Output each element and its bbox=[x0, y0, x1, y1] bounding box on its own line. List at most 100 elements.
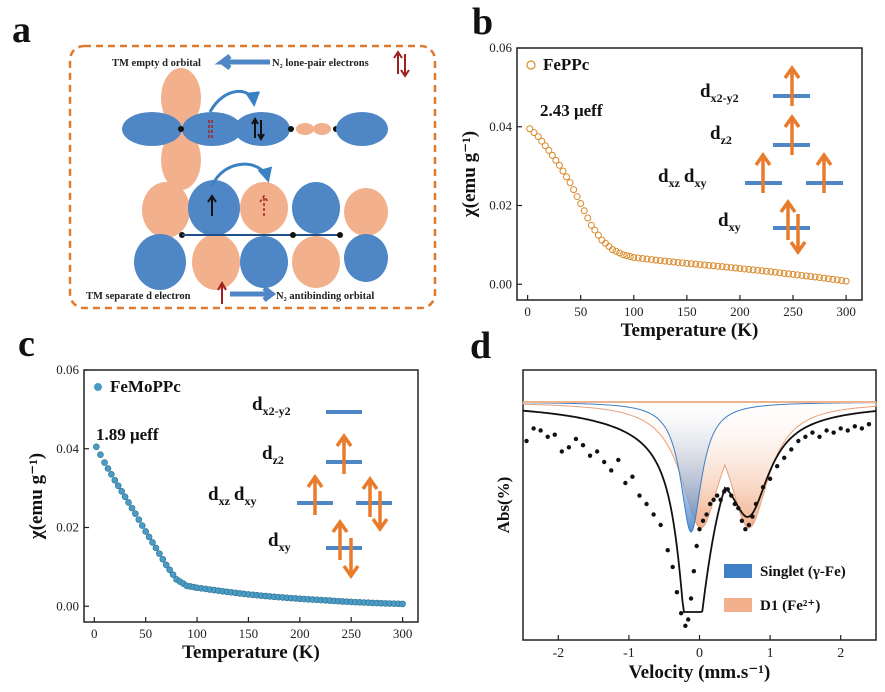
data-point bbox=[626, 253, 634, 261]
data-point bbox=[674, 590, 680, 595]
panel-d-letter: d bbox=[470, 325, 491, 367]
data-point bbox=[674, 258, 682, 266]
data-point bbox=[156, 550, 163, 557]
data-point bbox=[548, 151, 556, 159]
spin-down-icon bbox=[789, 214, 807, 256]
data-point bbox=[651, 512, 656, 517]
y-tick-label: 0.00 bbox=[56, 598, 79, 613]
data-point bbox=[838, 426, 843, 431]
panel-c-moment: 1.89 μeff bbox=[96, 425, 159, 444]
b-level-dxz-dxy-label: dxz dxy bbox=[658, 166, 706, 190]
data-point bbox=[637, 493, 642, 498]
data-point bbox=[162, 561, 170, 569]
x-tick-label: 150 bbox=[677, 304, 697, 319]
chart-d: -2 -1 0 1 2 Velocity (mm.s⁻¹) Abs(%) Singlet (γ… bbox=[494, 369, 877, 683]
data-point bbox=[859, 426, 865, 431]
data-point bbox=[820, 274, 828, 282]
x-tick-label: 1 bbox=[767, 646, 774, 661]
x-tick-label: 50 bbox=[139, 626, 152, 641]
data-point bbox=[691, 569, 697, 574]
x-tick-label: 0 bbox=[524, 304, 531, 319]
data-point bbox=[538, 137, 546, 145]
data-point bbox=[696, 261, 704, 269]
data-point bbox=[591, 226, 599, 234]
panel-b-letter: b bbox=[472, 1, 493, 43]
x-tick-label: 300 bbox=[393, 626, 413, 641]
data-point bbox=[531, 426, 536, 431]
spin-up-icon bbox=[783, 113, 801, 155]
panel-a-frame bbox=[68, 44, 437, 310]
data-point bbox=[623, 252, 631, 260]
data-point bbox=[780, 269, 788, 277]
legend-label: FePPc bbox=[543, 55, 590, 74]
spin-up-icon bbox=[815, 151, 833, 193]
y-tick-label: 0.06 bbox=[489, 40, 512, 55]
data-point bbox=[692, 260, 700, 268]
data-point bbox=[817, 434, 822, 439]
c-energy-levels: dx2-y2 dz2 dxz dxy dxy bbox=[208, 394, 392, 580]
data-point bbox=[587, 453, 593, 458]
data-point bbox=[829, 275, 837, 283]
data-point bbox=[852, 424, 858, 429]
data-point bbox=[711, 497, 716, 502]
data-point bbox=[760, 485, 766, 490]
data-point bbox=[619, 251, 627, 259]
data-point bbox=[697, 527, 702, 532]
data-point bbox=[833, 276, 841, 284]
data-point bbox=[125, 499, 132, 506]
data-point bbox=[135, 516, 143, 523]
data-point bbox=[594, 449, 600, 454]
data-point bbox=[722, 489, 727, 494]
arrow-left-icon bbox=[214, 54, 270, 70]
data-point bbox=[104, 465, 112, 472]
data-point bbox=[723, 263, 731, 271]
data-point bbox=[630, 253, 638, 261]
data-point bbox=[749, 266, 757, 274]
data-point bbox=[652, 256, 660, 264]
y-tick-label: 0.06 bbox=[56, 362, 79, 377]
data-point bbox=[701, 261, 709, 269]
data-point bbox=[142, 528, 149, 535]
y-axis-label: χ(emu g⁻¹) bbox=[26, 453, 47, 540]
panel-b: b 0 50 100 150 200 250 300 0.00 0.02 0.04 0.06 Temp… bbox=[459, 1, 863, 341]
data-point bbox=[166, 566, 173, 574]
data-point bbox=[845, 428, 850, 433]
data-point bbox=[169, 571, 177, 578]
c-level-dxy-bottom-label: dxy bbox=[268, 530, 291, 554]
data-point bbox=[670, 258, 678, 266]
data-point bbox=[573, 436, 579, 442]
data-point bbox=[630, 474, 635, 479]
data-point bbox=[118, 487, 125, 495]
x-tick-label: 250 bbox=[341, 626, 361, 641]
data-point bbox=[656, 257, 664, 265]
panel-b-moment: 2.43 μeff bbox=[540, 101, 603, 120]
x-tick-label: 50 bbox=[574, 304, 587, 319]
chart-b: 0 50 100 150 200 250 300 0.00 0.02 0.04 0.06 Temper… bbox=[459, 40, 863, 341]
y-axis-label: χ(emu g⁻¹) bbox=[459, 131, 480, 218]
data-point bbox=[541, 142, 549, 150]
data-point bbox=[552, 156, 560, 164]
x-tick-label: 150 bbox=[239, 626, 259, 641]
data-point bbox=[644, 501, 649, 507]
data-point bbox=[842, 277, 850, 285]
data-point bbox=[743, 527, 748, 532]
data-point bbox=[793, 271, 801, 279]
data-point bbox=[128, 504, 136, 512]
data-point bbox=[807, 273, 815, 281]
y-tick-label: 0.00 bbox=[489, 276, 512, 291]
legend-label-singlet: Singlet (γ-Fe) bbox=[760, 564, 846, 580]
data-point bbox=[149, 539, 156, 546]
data-point bbox=[707, 501, 713, 507]
data-point bbox=[727, 264, 735, 272]
data-point bbox=[524, 438, 529, 444]
data-point bbox=[725, 487, 730, 492]
data-point bbox=[538, 428, 543, 433]
plot-frame bbox=[516, 47, 863, 301]
data-point bbox=[111, 476, 119, 484]
data-point bbox=[767, 268, 775, 276]
data-point bbox=[647, 256, 655, 264]
x-axis-label: Temperature (K) bbox=[621, 320, 759, 341]
data-point bbox=[785, 270, 793, 278]
data-point bbox=[824, 275, 832, 283]
